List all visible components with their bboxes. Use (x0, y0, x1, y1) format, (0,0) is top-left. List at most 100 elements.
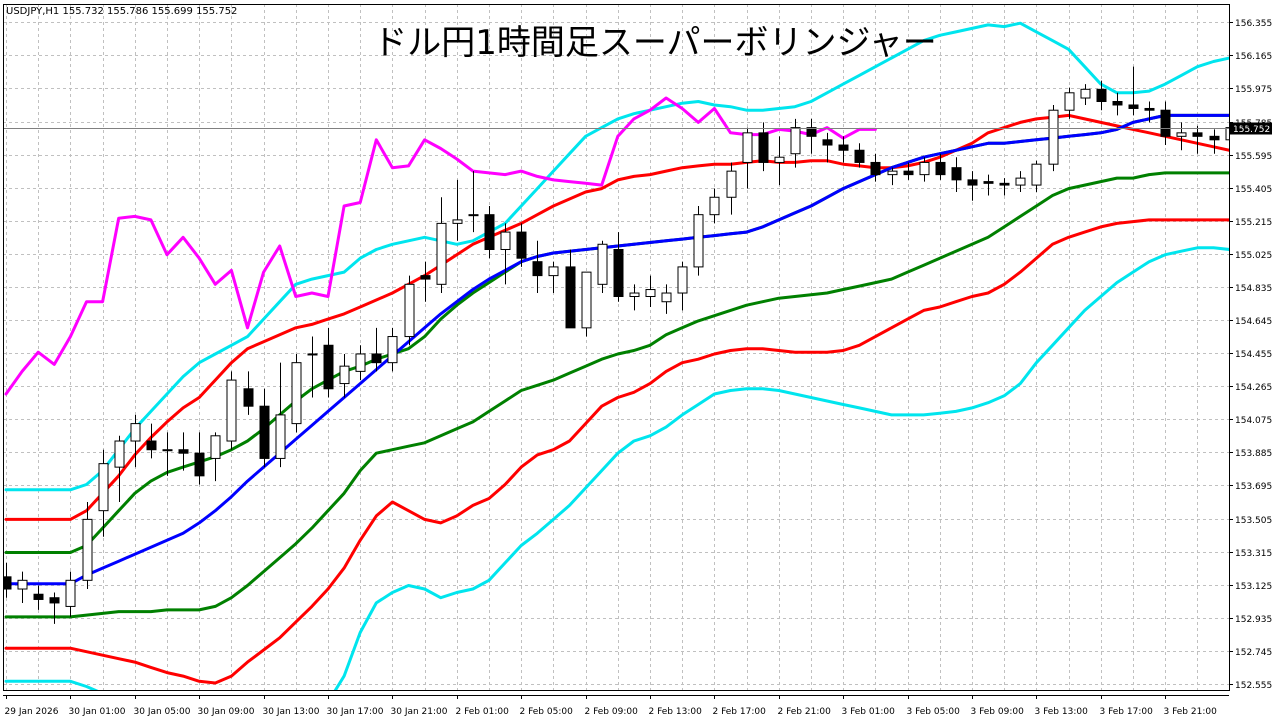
y-tick-label: 152.935 (1235, 615, 1272, 625)
candle-bull (98, 463, 109, 512)
candle-bear (243, 388, 254, 407)
candle-bull (468, 214, 479, 217)
candle-bear (822, 139, 833, 146)
x-tick-label: 3 Feb 05:00 (907, 707, 961, 717)
y-tick-label: 154.835 (1235, 284, 1272, 294)
candle-bull (581, 271, 592, 329)
candle-bear (1096, 88, 1107, 103)
y-tick-label: 153.695 (1235, 482, 1272, 492)
x-tick-label: 30 Jan 13:00 (263, 707, 320, 717)
candle-bull (1031, 163, 1042, 186)
x-tick-label: 3 Feb 09:00 (971, 707, 1025, 717)
candle-bear (999, 182, 1010, 186)
candle-bull (887, 170, 898, 176)
candle-bull (742, 132, 753, 163)
candle-bull (452, 219, 463, 224)
x-tick-label: 30 Jan 01:00 (69, 707, 126, 717)
y-tick-label: 155.405 (1235, 185, 1272, 195)
candle-bull (774, 156, 785, 163)
y-tick-label: 155.785 (1235, 119, 1272, 129)
series-line-lower3 (4, 246, 1229, 690)
candle-bear (194, 452, 205, 477)
candle-bear (420, 275, 431, 280)
series-line-upper2 (4, 113, 1229, 521)
candle-bear (1128, 104, 1139, 109)
symbol-info: USDJPY,H1 155.732 155.786 155.699 155.75… (6, 6, 237, 17)
candle-bear (371, 353, 382, 364)
candle-bear (1160, 109, 1171, 137)
y-tick-label: 156.355 (1235, 19, 1272, 29)
y-tick-label: 156.165 (1235, 52, 1272, 62)
x-tick-label: 3 Feb 01:00 (842, 707, 896, 717)
x-tick-label: 2 Feb 21:00 (778, 707, 832, 717)
candle-bear (903, 170, 914, 176)
candle-bull (130, 423, 141, 442)
candle-bull (17, 579, 28, 590)
candle-bull (677, 266, 688, 294)
series-line-sma (4, 113, 1229, 586)
candle-bull (387, 336, 398, 364)
y-tick-label: 153.885 (1235, 449, 1272, 459)
series-line-lower2 (4, 218, 1229, 685)
candle-bull (790, 127, 801, 155)
candle-bull (1080, 88, 1091, 99)
series-line-lower1 (4, 171, 1229, 619)
candle-bull (693, 214, 704, 268)
candle-bear (838, 144, 849, 151)
y-tick-label: 155.215 (1235, 218, 1272, 228)
grid-lines (3, 4, 1229, 690)
candle-bull (629, 292, 640, 298)
candle-bear (758, 132, 769, 163)
candle-bull (65, 579, 76, 607)
axis-layer: 156.355 156.165 155.975 155.785 155.595 155.4… (5, 19, 1273, 717)
candle-bull (919, 161, 930, 176)
y-tick-label: 154.645 (1235, 317, 1272, 327)
candle-bull (82, 518, 93, 581)
candle-bull (210, 435, 221, 459)
candle-bull (355, 353, 366, 372)
candle-bear (33, 593, 44, 600)
x-tick-label: 2 Feb 01:00 (456, 707, 510, 717)
candle-bull (404, 283, 415, 338)
candles-layer (3, 66, 1229, 624)
candle-bull (339, 365, 350, 385)
candle-bear (565, 266, 576, 329)
x-tick-label: 2 Feb 05:00 (520, 707, 574, 717)
candle-bear (178, 449, 189, 454)
candle-bull (291, 362, 302, 425)
y-tick-label: 154.075 (1235, 416, 1272, 426)
x-tick-label: 30 Jan 05:00 (134, 707, 191, 717)
candle-bear (806, 127, 817, 137)
y-tick-label: 152.745 (1235, 648, 1272, 658)
candle-bear (516, 231, 527, 259)
candle-bear (532, 261, 543, 277)
candle-bear (870, 161, 881, 176)
x-tick-label: 29 Jan 2026 (5, 707, 59, 717)
y-tick-label: 153.505 (1235, 516, 1272, 526)
candle-bull (275, 414, 286, 459)
candle-bull (1064, 92, 1075, 111)
candle-bear (935, 161, 946, 176)
candle-bull (1225, 127, 1229, 141)
y-tick-label: 153.125 (1235, 582, 1272, 592)
candle-bull (726, 170, 737, 198)
y-tick-label: 155.025 (1235, 251, 1272, 261)
x-tick-label: 3 Feb 13:00 (1035, 707, 1089, 717)
x-tick-label: 2 Feb 13:00 (649, 707, 703, 717)
candle-bull (1015, 177, 1026, 186)
y-tick-label: 153.315 (1235, 549, 1272, 559)
candle-bear (854, 149, 865, 163)
x-tick-label: 30 Jan 17:00 (327, 707, 384, 717)
candle-bear (1209, 135, 1220, 141)
candle-bear (613, 248, 624, 298)
candle-bull (1048, 109, 1059, 165)
candle-bear (1192, 132, 1203, 137)
candle-bear (983, 181, 994, 184)
candle-bull (500, 231, 511, 250)
x-tick-label: 3 Feb 17:00 (1100, 707, 1154, 717)
y-tick-label: 155.975 (1235, 85, 1272, 95)
price-tag-box (1230, 122, 1272, 135)
x-tick-label: 2 Feb 17:00 (713, 707, 767, 717)
y-tick-label: 154.265 (1235, 383, 1272, 393)
